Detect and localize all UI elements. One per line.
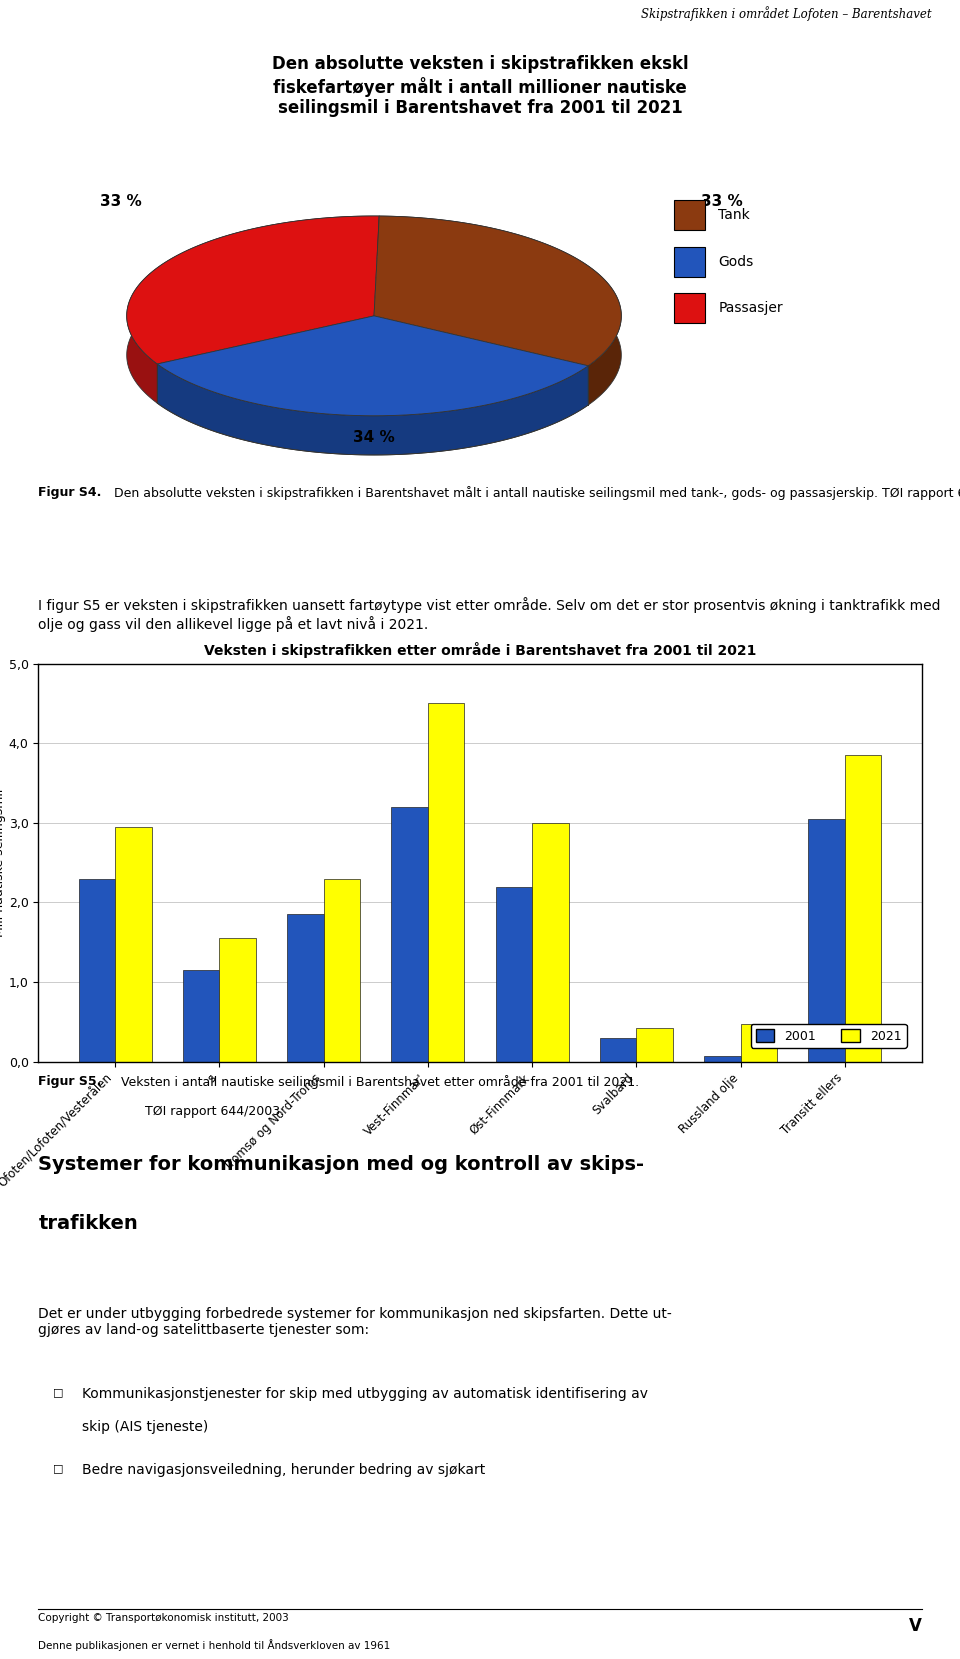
Text: Det er under utbygging forbedrede systemer for kommunikasjon ned skipsfarten. De: Det er under utbygging forbedrede system… [38,1307,672,1337]
Text: Passasjer: Passasjer [718,300,783,315]
Bar [79,879,115,1062]
Text: Den absolutte veksten i skipstrafikken i Barentshavet målt i antall nautiske sei: Den absolutte veksten i skipstrafikken i… [110,486,960,499]
Polygon shape [157,363,588,455]
Text: Systemer for kommunikasjon med og kontroll av skips-: Systemer for kommunikasjon med og kontro… [38,1155,644,1173]
Title: Veksten i skipstrafikken etter område i Barentshavet fra 2001 til 2021: Veksten i skipstrafikken etter område i … [204,642,756,659]
Text: □: □ [53,1387,63,1397]
Text: Kommunikasjonstjenester for skip med utbygging av automatisk identifisering av: Kommunikasjonstjenester for skip med utb… [82,1387,648,1400]
Text: Bedre navigasjonsveiledning, herunder bedring av sjøkart: Bedre navigasjonsveiledning, herunder be… [82,1463,485,1477]
Text: Tank: Tank [718,209,750,222]
Text: 33 %: 33 % [100,194,142,209]
Polygon shape [379,216,621,405]
Bar [674,201,706,231]
Text: I figur S5 er veksten i skipstrafikken uansett fartøytype vist etter område. Sel: I figur S5 er veksten i skipstrafikken u… [38,597,941,632]
Bar [495,886,532,1062]
Bar [674,294,706,324]
Y-axis label: Mill nautiske seilingsmil: Mill nautiske seilingsmil [0,788,6,937]
Polygon shape [127,216,379,363]
Bar [674,247,706,277]
Bar [741,1024,778,1062]
Bar [705,1057,741,1062]
Text: skip (AIS tjeneste): skip (AIS tjeneste) [82,1420,208,1433]
Legend: 2001, 2021: 2001, 2021 [751,1024,906,1047]
Text: Copyright © Transportøkonomisk institutt, 2003: Copyright © Transportøkonomisk institutt… [38,1613,289,1623]
Text: Gods: Gods [718,255,754,269]
Bar [600,1039,636,1062]
Text: Skipstrafikken i området Lofoten – Barentshavet: Skipstrafikken i området Lofoten – Baren… [640,5,931,20]
Text: V: V [909,1618,922,1634]
Text: Den absolutte veksten i skipstrafikken ekskl
fiskefartøyer målt i antall million: Den absolutte veksten i skipstrafikken e… [272,55,688,118]
Bar [845,755,881,1062]
Text: TØI rapport 644/2003.: TØI rapport 644/2003. [113,1105,284,1118]
Text: 34 %: 34 % [353,430,395,445]
Bar [324,879,360,1062]
Text: Denne publikasjonen er vernet i henhold til Åndsverkloven av 1961: Denne publikasjonen er vernet i henhold … [38,1639,391,1651]
Polygon shape [127,216,379,403]
Bar [287,914,324,1062]
Text: □: □ [53,1463,63,1473]
Text: Figur S4.: Figur S4. [38,486,102,499]
Polygon shape [374,216,621,367]
Bar [182,971,219,1062]
Bar [808,820,845,1062]
Bar [392,806,428,1062]
Text: Figur S5.: Figur S5. [38,1075,102,1088]
Polygon shape [157,315,588,416]
Bar [532,823,568,1062]
Text: 33 %: 33 % [701,194,742,209]
Text: trafikken: trafikken [38,1214,138,1233]
Bar [115,826,152,1062]
Bar [428,703,465,1062]
Bar [636,1029,673,1062]
Text: Veksten i antall nautiske seilingsmil i Barentshavet etter område fra 2001 til 2: Veksten i antall nautiske seilingsmil i … [113,1075,639,1088]
Bar [219,939,255,1062]
